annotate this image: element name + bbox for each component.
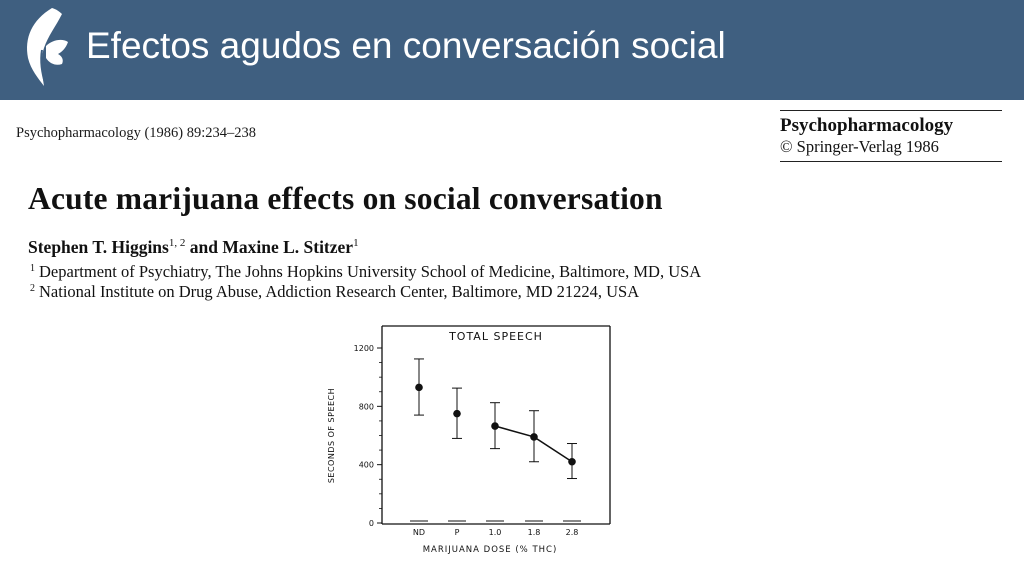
leaf-head-logo-icon bbox=[27, 8, 68, 87]
affiliation-number: 2 bbox=[30, 282, 35, 294]
affiliation-2: 2 National Institute on Drug Abuse, Addic… bbox=[30, 282, 639, 302]
affiliation-text: National Institute on Drug Abuse, Addict… bbox=[39, 282, 640, 301]
slide-header: Efectos agudos en conversación social bbox=[0, 0, 1024, 100]
total-speech-chart: TOTAL SPEECH 0 400 800 1200 SECONDS OF SPEECH… bbox=[327, 325, 611, 555]
total-speech-figure: TOTAL SPEECH 0 400 800 1200 SECONDS OF SPEECH… bbox=[320, 318, 620, 564]
data-point bbox=[453, 409, 461, 418]
paper-title: Acute marijuana effects on social conver… bbox=[28, 181, 663, 216]
y-axis-label: SECONDS OF SPEECH bbox=[327, 388, 336, 483]
journal-citation: Psychopharmacology (1986) 89:234–238 bbox=[16, 125, 257, 141]
x-axis-label: MARIJUANA DOSE (% THC) bbox=[423, 545, 558, 555]
x-tick-label: P bbox=[455, 528, 460, 537]
x-tick-label: 1.8 bbox=[528, 528, 541, 537]
data-point bbox=[415, 383, 423, 392]
chart-title: TOTAL SPEECH bbox=[448, 330, 543, 343]
y-tick-label: 800 bbox=[359, 402, 374, 411]
data-point bbox=[530, 433, 538, 441]
affiliation-text: Department of Psychiatry, The Johns Hopk… bbox=[39, 262, 702, 281]
affiliation-1: 1 Department of Psychiatry, The Johns Hop… bbox=[30, 262, 701, 282]
journal-name: Psychopharmacology bbox=[780, 115, 954, 136]
data-point bbox=[568, 457, 576, 466]
author-affiliation-mark: 1 bbox=[353, 237, 359, 250]
author-separator: and bbox=[185, 237, 223, 257]
y-tick-label: 0 bbox=[369, 519, 374, 528]
slide-title: Efectos agudos en conversación social bbox=[86, 25, 726, 66]
author-list: Stephen T. Higgins1, 2 and Maxine L. Sti… bbox=[28, 237, 359, 258]
author-affiliation-mark: 1, 2 bbox=[168, 237, 186, 250]
journal-brand: Psychopharmacology © Springer-Verlag 198… bbox=[780, 110, 1002, 162]
author-name: Stephen T. Higgins bbox=[28, 237, 169, 257]
author-name: Maxine L. Stitzer bbox=[222, 237, 354, 257]
publisher-copyright: © Springer-Verlag 1986 bbox=[780, 136, 939, 156]
x-tick-label: ND bbox=[413, 528, 425, 537]
y-tick-label: 400 bbox=[359, 461, 374, 470]
y-tick-label: 1200 bbox=[354, 344, 374, 353]
x-tick-label: 1.0 bbox=[489, 528, 502, 537]
x-tick-label: 2.8 bbox=[566, 528, 579, 537]
data-point bbox=[491, 422, 499, 430]
affiliation-number: 1 bbox=[30, 262, 35, 274]
